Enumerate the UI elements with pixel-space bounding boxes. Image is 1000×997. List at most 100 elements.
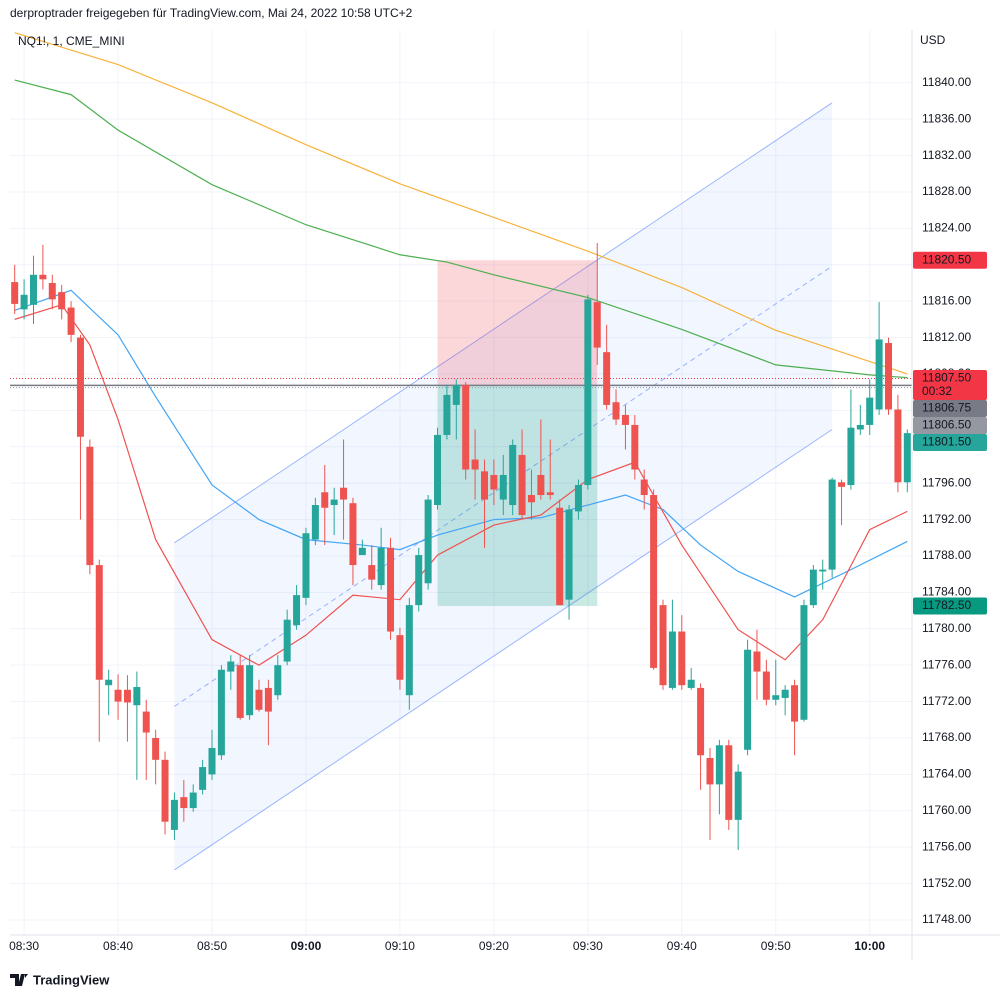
y-tick-label: 11748.00 <box>922 912 971 926</box>
candle-body <box>537 474 545 496</box>
channel-mid <box>174 265 833 707</box>
candle-body <box>311 505 319 540</box>
candle-body <box>152 737 160 760</box>
candle-body <box>697 687 705 756</box>
y-tick-label: 11764.00 <box>922 767 971 781</box>
candle-body <box>199 767 207 790</box>
price-label-box <box>913 251 987 269</box>
candle-body <box>105 679 113 686</box>
candle-body <box>471 459 479 470</box>
candle-body <box>405 605 413 696</box>
candle-body <box>443 394 451 435</box>
moving-average <box>14 289 908 598</box>
target-zone <box>437 385 598 607</box>
x-tick-label: 10:00 <box>854 939 885 953</box>
candle-body <box>170 799 178 830</box>
price-label-box <box>913 370 987 401</box>
channel-lower <box>174 429 833 871</box>
candle-body <box>396 635 404 680</box>
candle-body <box>762 671 770 700</box>
candle-body <box>302 533 310 598</box>
x-tick-label: 08:30 <box>9 939 39 953</box>
candle-body <box>838 482 846 487</box>
candle-body <box>58 292 66 310</box>
y-tick-label: 11840.00 <box>922 75 971 89</box>
y-tick-label: 11784.00 <box>922 585 971 599</box>
candle-body <box>668 631 676 688</box>
candle-body <box>800 605 808 720</box>
candle-body <box>95 565 103 680</box>
candle-body <box>518 454 526 516</box>
candle-body <box>828 479 836 570</box>
logo <box>10 974 28 986</box>
y-tick-label: 11760.00 <box>922 803 971 817</box>
price-label-box <box>913 434 987 452</box>
candle-body <box>734 771 742 820</box>
y-tick-label: 11816.00 <box>922 293 971 307</box>
y-tick-label: 11776.00 <box>922 657 971 671</box>
price-label-box <box>913 417 987 435</box>
candle-body <box>293 595 301 626</box>
candle-body <box>48 282 56 300</box>
candle-body <box>358 547 366 556</box>
candle-body <box>791 685 799 722</box>
x-tick-label: 08:40 <box>103 939 133 953</box>
y-tick-label: 11828.00 <box>922 184 971 198</box>
candle-body <box>283 619 291 662</box>
countdown: 00:32 <box>922 384 952 398</box>
candle-body <box>659 605 667 686</box>
price-label-box <box>913 597 987 615</box>
brand: TradingView <box>33 972 110 987</box>
candle-body <box>509 444 517 506</box>
candle-body <box>180 797 188 809</box>
candle-body <box>189 792 197 809</box>
candle-body <box>86 446 94 566</box>
candle-body <box>885 343 893 410</box>
candle-body <box>246 665 254 716</box>
candle-body <box>480 471 488 500</box>
candle-body <box>781 689 789 698</box>
y-tick-label: 11832.00 <box>922 148 971 162</box>
candle-body <box>640 479 648 496</box>
price-label: 11820.50 <box>922 252 971 266</box>
header: derproptrader freigegeben für TradingVie… <box>10 6 413 20</box>
candle-body <box>123 689 131 703</box>
y-tick-label: 11768.00 <box>922 730 971 744</box>
candle-body <box>819 569 827 572</box>
candle-body <box>894 409 902 483</box>
candle-body <box>546 492 554 496</box>
candle-body <box>744 649 752 750</box>
candle-body <box>875 339 883 410</box>
candle-body <box>133 687 141 706</box>
candle-body <box>715 745 723 785</box>
moving-average <box>14 79 908 379</box>
plot <box>10 32 912 871</box>
candle-body <box>462 384 470 470</box>
y-tick-label: 11812.00 <box>922 330 971 344</box>
candle-body <box>725 745 733 820</box>
candle-body <box>772 695 780 700</box>
candle-body <box>67 307 75 335</box>
x-tick-label: 09:30 <box>573 939 603 953</box>
candle-body <box>377 547 385 586</box>
candle-body <box>612 402 620 420</box>
candle-body <box>29 274 37 305</box>
grid <box>10 30 912 935</box>
y-tick-label: 11796.00 <box>922 475 971 489</box>
price-label: 11806.50 <box>922 418 971 432</box>
stop-zone <box>437 260 598 386</box>
candle-body <box>499 474 507 500</box>
x-tick-label: 09:20 <box>479 939 509 953</box>
candle-body <box>227 661 235 672</box>
candle-body <box>434 434 442 506</box>
x-tick-label: 09:40 <box>667 939 697 953</box>
candle-body <box>76 337 84 437</box>
candle-body <box>11 282 19 304</box>
y-tick-label: 11836.00 <box>922 111 971 125</box>
y-tick-label: 11824.00 <box>922 221 971 235</box>
candle-body <box>424 499 432 584</box>
y-tick-label: 11756.00 <box>922 839 971 853</box>
candle-body <box>264 687 272 712</box>
currency: USD <box>920 33 946 47</box>
